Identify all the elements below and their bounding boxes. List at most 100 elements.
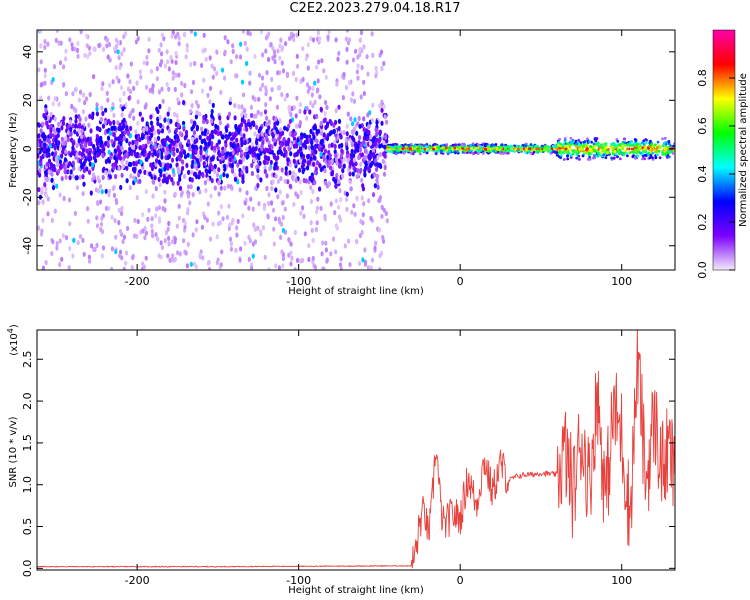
spectrogram-cell [367, 124, 371, 130]
spectrogram-cell [106, 97, 110, 103]
spectrogram-cell [333, 143, 337, 150]
spectrogram-cell [243, 240, 247, 246]
spectrogram-cell [324, 74, 328, 80]
spectrogram-cell [257, 96, 261, 102]
spectrogram-cell [324, 124, 328, 131]
spectrogram-cell [336, 134, 340, 140]
spectrogram-cell [131, 139, 135, 146]
spectrogram-cell [592, 142, 596, 146]
spectrogram-ytick-label: -20 [21, 188, 34, 206]
spectrogram-cell [310, 227, 314, 233]
spectrogram-cell [121, 106, 125, 112]
spectrogram-cell [280, 92, 284, 98]
snr-scale-factor: (x104) [6, 324, 20, 356]
spectrogram-cell [562, 158, 566, 161]
spectrogram-cell [370, 257, 375, 263]
spectrogram-cell [238, 159, 242, 165]
spectrogram-cell [189, 61, 193, 67]
spectrogram-cell [53, 145, 57, 151]
spectrogram-cell [475, 148, 479, 152]
spectrogram-cell [222, 172, 226, 178]
spectrogram-cell [324, 240, 328, 246]
spectrogram-cell [52, 127, 56, 133]
spectrogram-cell [313, 99, 317, 105]
spectrogram-cell [39, 128, 43, 134]
spectrogram-cell [363, 259, 368, 265]
spectrogram-cell [358, 123, 362, 129]
spectrogram-cell [379, 163, 383, 169]
spectrogram-cell [477, 146, 480, 150]
spectrogram-cell [116, 49, 120, 55]
spectrogram-cell [534, 144, 537, 148]
spectrogram-cell [235, 232, 239, 238]
spectrogram-cell [195, 99, 199, 105]
spectrogram-cell [328, 153, 332, 159]
spectrogram-cell [650, 142, 653, 146]
spectrogram-cell [78, 174, 82, 180]
spectrogram-cell [150, 124, 155, 130]
spectrogram-cell [118, 155, 122, 161]
spectrogram-cell [311, 37, 316, 43]
spectrogram-cell [468, 149, 472, 153]
spectrogram-cell [226, 39, 230, 45]
spectrogram-cell [366, 112, 370, 118]
spectrogram-cell [575, 153, 579, 156]
spectrogram-cell [319, 139, 323, 145]
spectrogram-cell [357, 115, 361, 121]
spectrogram-cell [261, 52, 265, 58]
spectrogram-cell [339, 134, 343, 140]
spectrogram-cell [332, 139, 336, 146]
spectrogram-cell [211, 221, 215, 227]
spectrogram-cell [355, 130, 359, 136]
spectrogram-cell [155, 158, 159, 164]
colorbar-bar [712, 29, 736, 271]
spectrogram-cell [316, 87, 320, 93]
spectrogram-cell [95, 141, 99, 147]
spectrogram-cell [325, 104, 329, 110]
spectrogram-cell [74, 118, 78, 124]
spectrogram-cell [365, 135, 370, 142]
spectrogram-cell [580, 147, 583, 151]
spectrogram-cell [75, 47, 80, 54]
spectrogram-cell [664, 152, 668, 156]
spectrogram-cell [150, 228, 154, 234]
spectrogram-cell [120, 85, 124, 91]
spectrogram-cell [350, 142, 354, 148]
spectrogram-cell [331, 236, 336, 242]
spectrogram-cell [345, 145, 349, 151]
spectrogram-cell [658, 156, 662, 160]
spectrogram-cell [92, 172, 96, 178]
spectrogram-cell [589, 145, 592, 149]
spectrogram-cell [218, 120, 222, 126]
spectrogram-cell [200, 88, 205, 94]
spectrogram-cell [429, 146, 433, 150]
spectrogram-cell [39, 231, 44, 237]
spectrogram-cell [161, 147, 165, 153]
spectrogram-cell [62, 64, 66, 70]
spectrogram-cell [54, 138, 58, 144]
spectrogram-cell [142, 60, 146, 66]
spectrogram-cell [194, 114, 198, 120]
spectrogram-cell [92, 74, 96, 80]
spectrogram-cell [160, 86, 164, 92]
spectrogram-cell [235, 137, 239, 143]
spectrogram-cell [304, 178, 308, 184]
spectrogram-cell [361, 186, 365, 192]
spectrogram-cell [344, 137, 348, 143]
spectrogram-cell [146, 216, 150, 222]
spectrogram-cell [95, 223, 100, 229]
spectrogram-cell [100, 215, 104, 222]
spectrogram-cell [318, 143, 322, 149]
spectrogram-cell [507, 148, 511, 152]
spectrogram-cell [357, 260, 362, 266]
spectrogram-cell [108, 130, 112, 136]
spectrogram-cell [339, 266, 343, 270]
spectrogram-cell [114, 173, 118, 180]
spectrogram-cell [648, 145, 652, 149]
colorbar: 0.00.20.40.60.8 Normalized spectral ampl… [696, 29, 749, 279]
spectrogram-cell [37, 187, 41, 193]
spectrogram-cell [202, 114, 206, 121]
spectrogram-cell [58, 60, 63, 66]
spectrogram-cell [210, 113, 214, 119]
spectrogram-cell [122, 90, 126, 96]
